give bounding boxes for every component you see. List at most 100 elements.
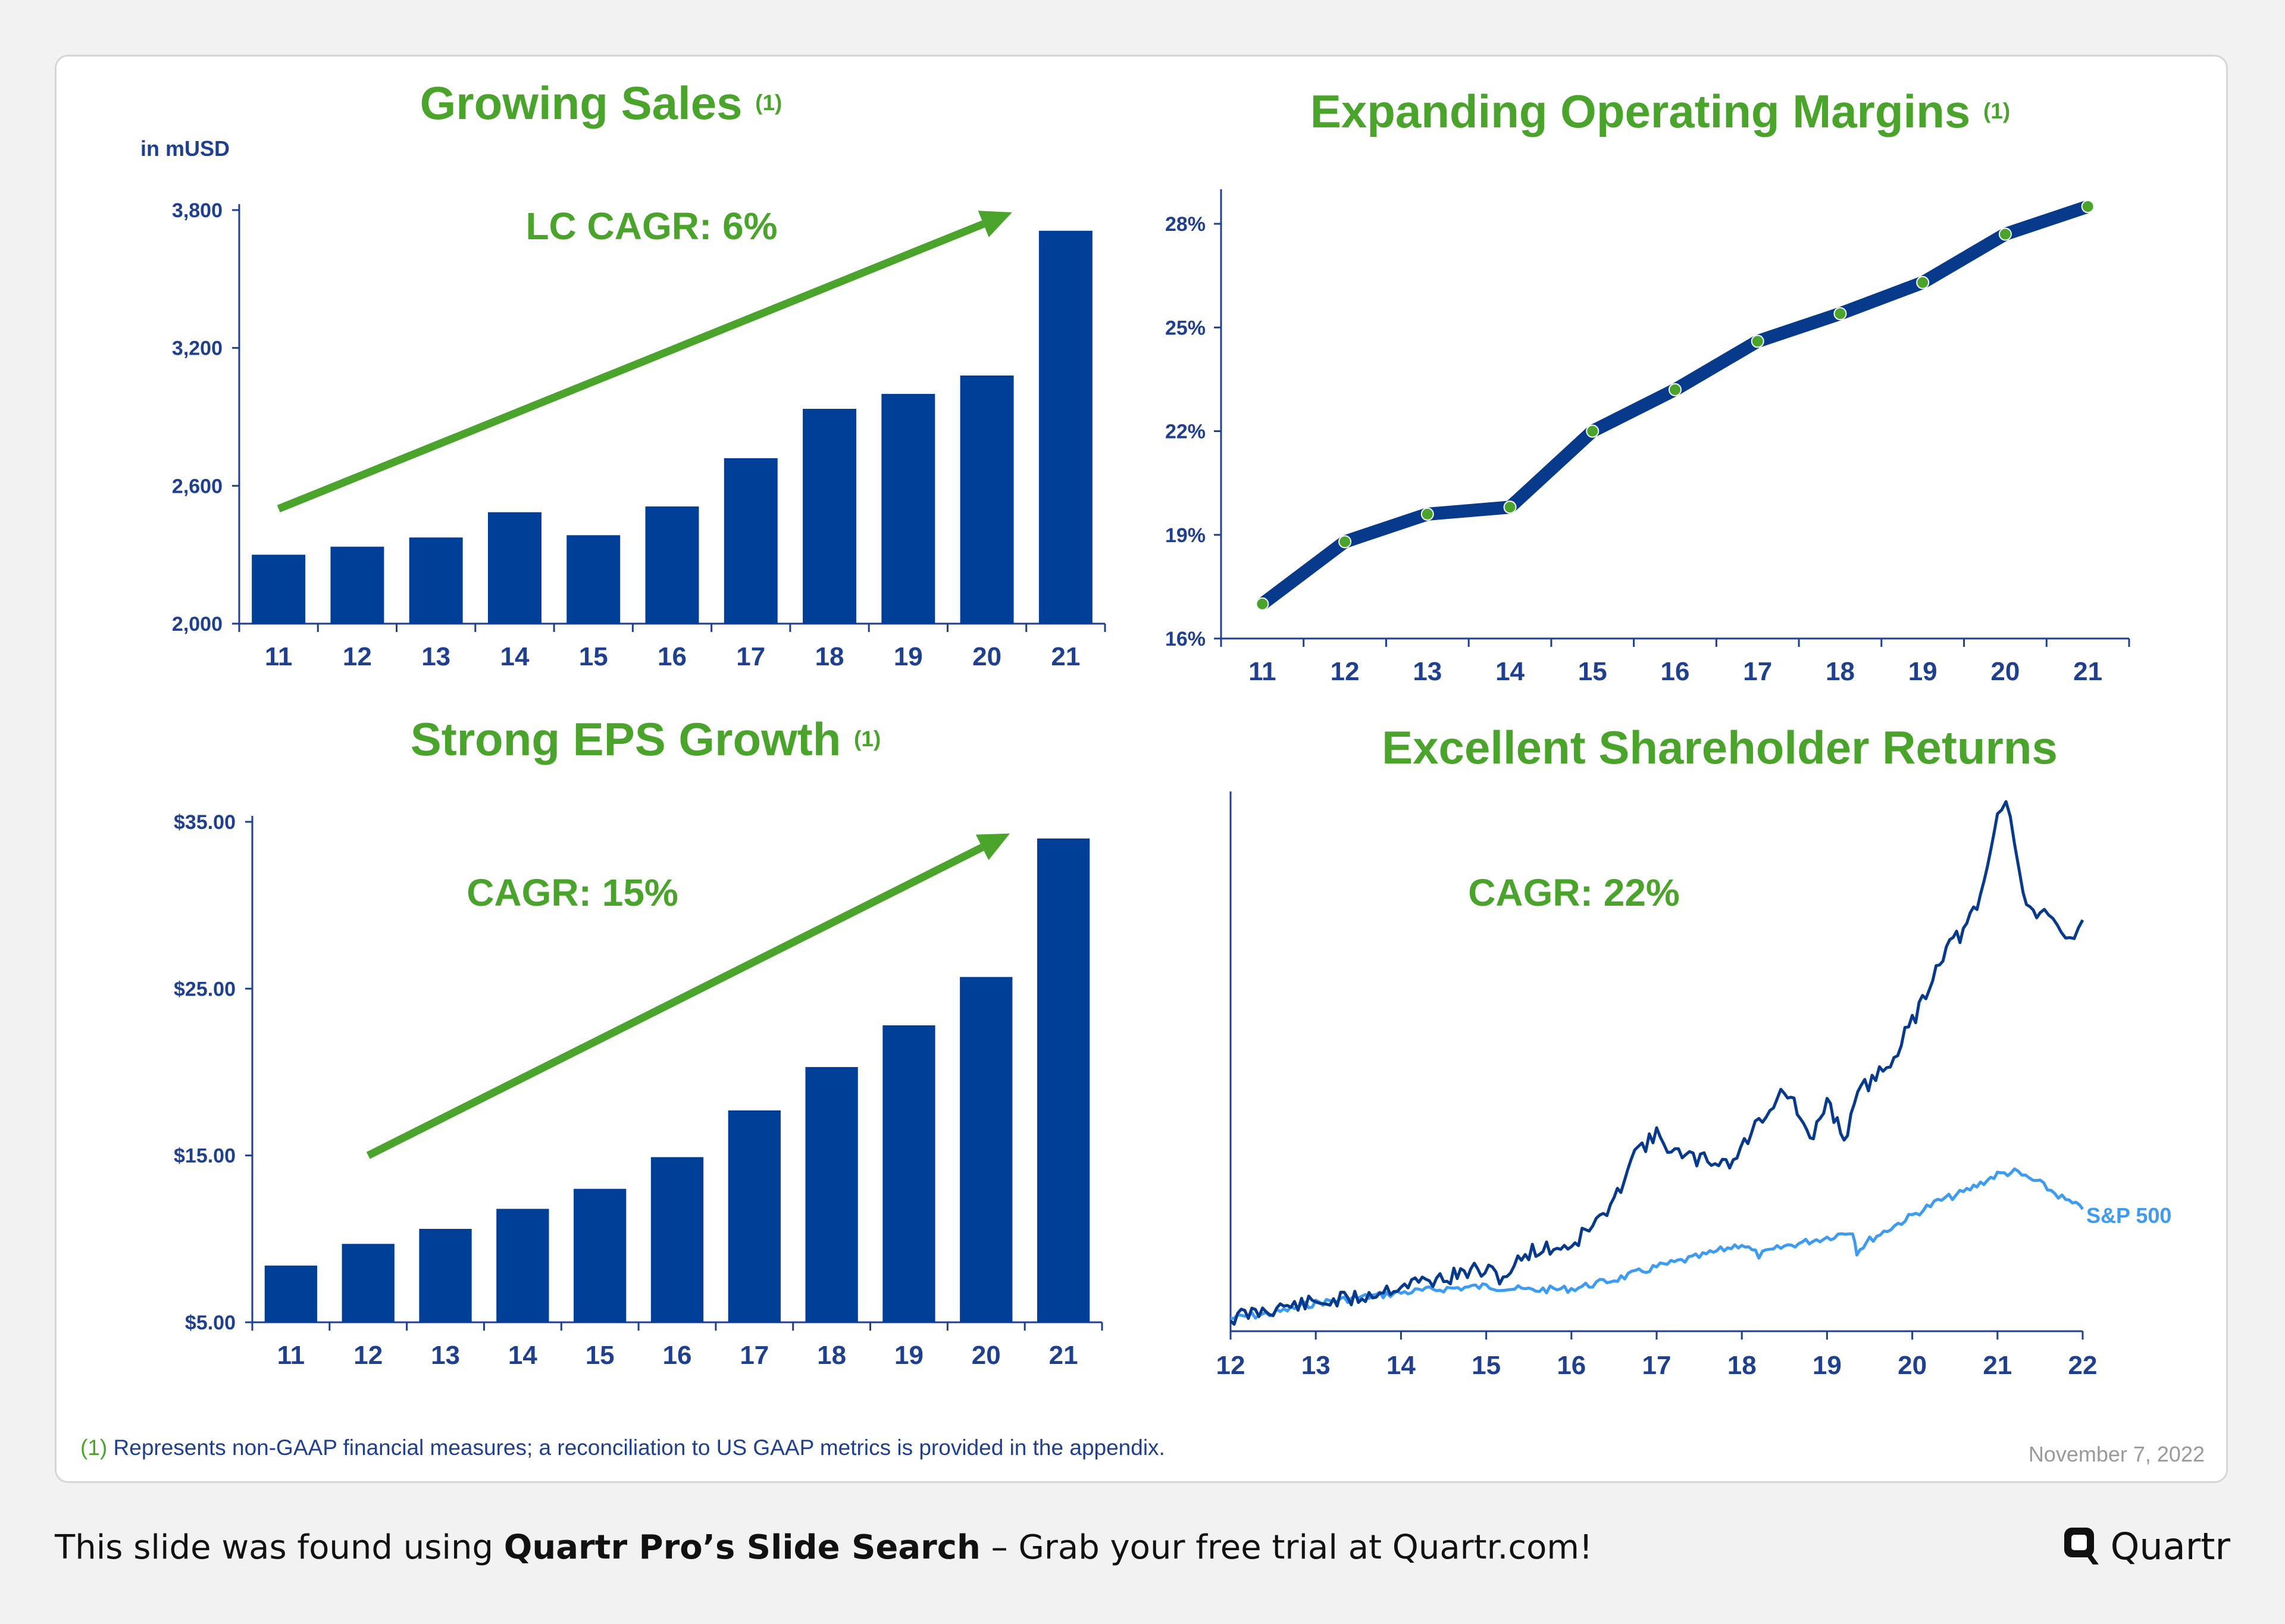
eps-x-tick-label: 13 — [431, 1341, 460, 1370]
returns-sp500-label: S&P 500 — [2086, 1203, 2171, 1228]
eps-bar — [496, 1209, 549, 1322]
eps-bar — [650, 1157, 704, 1322]
returns-x-tick-label: 15 — [1472, 1351, 1501, 1380]
sales-x-tick-label: 13 — [421, 642, 450, 671]
margins-point — [1503, 500, 1517, 514]
sales-x-tick-label: 21 — [1051, 642, 1080, 671]
sales-bar — [1038, 230, 1093, 624]
footnote: (1) Represents non-GAAP financial measur… — [80, 1435, 1165, 1460]
promo-text: This slide was found using Quartr Pro’s … — [55, 1528, 1592, 1567]
margins-y-tick-label: 22% — [1165, 421, 1206, 443]
sales-x-tick-label: 15 — [579, 642, 608, 671]
eps-trend-arrow-head — [975, 833, 1010, 860]
eps-bar — [805, 1067, 858, 1322]
sales-bar — [960, 376, 1014, 624]
sales-bar — [881, 393, 935, 624]
sales-chart-title: Growing Sales (1) — [420, 77, 782, 129]
eps-bar — [419, 1229, 472, 1322]
sales-y-tick-label: 2,600 — [172, 475, 223, 497]
margins-point — [1420, 507, 1434, 521]
eps-x-tick-label: 14 — [508, 1341, 537, 1370]
sales-bar — [724, 458, 778, 624]
eps-bar — [342, 1244, 395, 1322]
margins-point — [1998, 227, 2012, 241]
margins-x-tick-label: 13 — [1413, 657, 1442, 686]
sales-unit-label: in mUSD — [140, 136, 230, 161]
eps-bar — [1037, 838, 1090, 1322]
margins-x-tick-label: 19 — [1908, 657, 1937, 686]
sales-cagr-label: LC CAGR: 6% — [525, 205, 777, 248]
sales-bar — [330, 546, 384, 624]
sales-chart-title-note: (1) — [755, 90, 782, 115]
margins-x-tick-label: 20 — [1990, 657, 2020, 686]
margins-point — [1833, 307, 1847, 321]
sales-y-tick-label: 2,000 — [172, 613, 223, 636]
eps-x-tick-label: 15 — [586, 1341, 615, 1370]
margins-y-tick-label: 25% — [1165, 317, 1206, 339]
returns-x-tick-label: 20 — [1898, 1351, 1927, 1380]
sales-trend-arrow — [277, 211, 1012, 512]
returns-x-tick-label: 14 — [1386, 1351, 1416, 1380]
eps-y-tick-label: $15.00 — [174, 1145, 236, 1168]
sales-bar — [645, 506, 699, 624]
sales-x-tick-label: 17 — [736, 642, 765, 671]
margins-x-tick-label: 12 — [1331, 657, 1360, 686]
returns-sp500-line — [1230, 1167, 2084, 1320]
returns-x-tick-label: 19 — [1813, 1351, 1842, 1380]
margins-point — [1916, 276, 1930, 289]
sales-x-tick-label: 12 — [343, 642, 372, 671]
margins-line — [1256, 200, 2095, 611]
footnote-mark: (1) — [80, 1435, 108, 1460]
eps-chart-title: Strong EPS Growth (1) — [411, 713, 881, 765]
margins-x-tick-label: 11 — [1248, 657, 1276, 686]
eps-bar — [264, 1265, 318, 1322]
eps-bar — [728, 1110, 781, 1322]
sales-bar — [803, 408, 857, 624]
eps-chart-title-note: (1) — [854, 727, 881, 751]
returns-x-tick-label: 13 — [1301, 1351, 1331, 1380]
margins-x-tick-label: 17 — [1743, 657, 1772, 686]
footnote-text: Represents non-GAAP financial measures; … — [113, 1435, 1165, 1460]
margins-x-tick-label: 16 — [1661, 657, 1690, 686]
eps-bar — [882, 1025, 935, 1322]
margins-chart-title-note: (1) — [1983, 99, 2010, 123]
sales-x-tick-label: 18 — [815, 642, 844, 671]
sales-x-tick-label: 11 — [265, 642, 293, 671]
returns-x-tick-label: 16 — [1557, 1351, 1586, 1380]
quartr-logo-icon — [2064, 1528, 2099, 1564]
eps-y-tick-label: $25.00 — [174, 978, 236, 1000]
margins-point — [1256, 597, 1269, 611]
eps-trend-arrow-shaft — [366, 844, 984, 1159]
returns-chart-title: Excellent Shareholder Returns — [1382, 721, 2058, 774]
margins-x-tick-label: 15 — [1578, 657, 1607, 686]
slide-date: November 7, 2022 — [2028, 1442, 2205, 1466]
sales-x-tick-label: 19 — [894, 642, 923, 671]
sales-x-tick-label: 20 — [972, 642, 1001, 671]
sales-trend-arrow-shaft — [277, 220, 985, 512]
eps-cagr-label: CAGR: 15% — [467, 871, 678, 914]
eps-y-tick-label: $35.00 — [174, 811, 236, 834]
margins-x-tick-label: 14 — [1495, 657, 1525, 686]
returns-x-tick-label: 22 — [2068, 1351, 2098, 1380]
margins-point — [1586, 424, 1600, 438]
eps-x-tick-label: 17 — [740, 1341, 769, 1370]
margins-y-tick-label: 19% — [1165, 524, 1206, 547]
eps-x-tick-label: 16 — [663, 1341, 692, 1370]
eps-bar — [574, 1188, 627, 1322]
returns-x-tick-label: 17 — [1642, 1351, 1672, 1380]
returns-cagr-label: CAGR: 22% — [1468, 871, 1680, 914]
eps-y-tick-label: $5.00 — [185, 1312, 236, 1334]
eps-bar — [960, 977, 1013, 1322]
sales-x-tick-label: 16 — [658, 642, 687, 671]
margins-point — [1338, 535, 1352, 549]
sales-bar — [566, 535, 621, 624]
returns-x-tick-label: 21 — [1983, 1351, 2012, 1380]
margins-point — [1751, 334, 1764, 348]
sales-bar — [487, 512, 541, 624]
eps-x-tick-label: 20 — [972, 1341, 1001, 1370]
sales-y-tick-label: 3,800 — [172, 199, 223, 222]
eps-x-tick-label: 19 — [894, 1341, 924, 1370]
sales-y-tick-label: 3,200 — [172, 337, 223, 360]
quartr-brand-link[interactable]: Quartr — [2062, 1522, 2230, 1570]
